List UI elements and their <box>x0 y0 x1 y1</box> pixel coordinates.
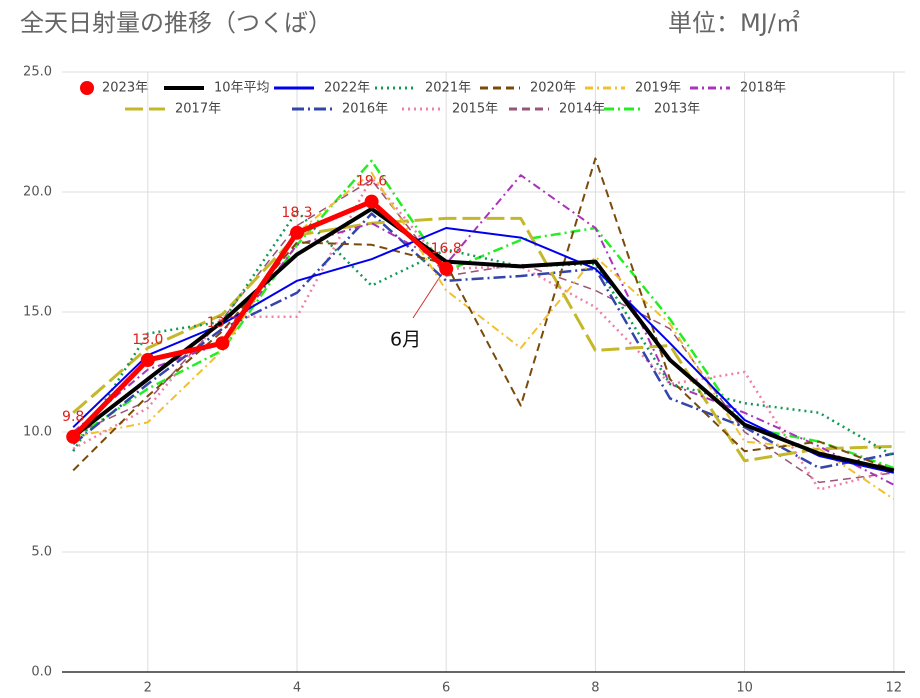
line-series <box>72 174 895 486</box>
data-label: 9.8 <box>62 409 84 425</box>
line-series <box>71 199 448 439</box>
line-series <box>72 212 895 470</box>
legend-label: 2014年 <box>559 102 605 117</box>
line-series <box>72 179 894 484</box>
y-tick-label: 0.0 <box>31 665 52 680</box>
y-tick-label: 20.0 <box>23 185 52 200</box>
point <box>289 225 304 240</box>
data-label: 18.3 <box>281 205 312 221</box>
legend-label: 2021年 <box>425 81 471 96</box>
point <box>66 429 81 444</box>
y-tick-label: 15.0 <box>23 305 52 320</box>
x-tick-label: 6 <box>442 681 450 696</box>
point <box>364 194 379 209</box>
point <box>439 261 454 276</box>
data-label: 13.0 <box>132 332 163 348</box>
annotation-pointer <box>412 271 444 319</box>
y-tick-label: 5.0 <box>31 545 52 560</box>
point <box>140 353 155 367</box>
data-label: 16.8 <box>431 241 462 257</box>
legend-label: 2018年 <box>740 81 786 96</box>
legend-label: 2022年 <box>324 81 370 96</box>
data-label: 19.6 <box>356 174 387 190</box>
annotation: 6月 <box>390 329 421 351</box>
y-tick-label: 10.0 <box>23 425 52 440</box>
legend-label: 2015年 <box>452 102 498 117</box>
line-series <box>73 171 895 501</box>
legend-marker <box>80 81 94 95</box>
legend-label: 2013年 <box>654 102 700 117</box>
legend-label: 2020年 <box>530 81 576 96</box>
legend-label: 2019年 <box>635 81 681 96</box>
x-tick-label: 12 <box>886 681 903 696</box>
legend-label: 2023年 <box>102 81 148 96</box>
x-tick-label: 2 <box>144 681 152 696</box>
line-series <box>72 216 894 463</box>
line-series <box>72 159 895 470</box>
chart-title: 全天日射量の推移（つくば） <box>20 9 332 37</box>
line-series <box>71 206 895 473</box>
x-tick-label: 10 <box>736 681 753 696</box>
unit-label: 単位：MJ/㎡ <box>668 9 800 37</box>
x-tick-label: 4 <box>293 681 301 696</box>
data-label: 13.7 <box>207 315 238 331</box>
y-tick-label: 25.0 <box>23 65 52 80</box>
legend-label: 2016年 <box>342 102 388 117</box>
line-series <box>72 176 895 491</box>
line-series <box>72 209 895 458</box>
legend-label: 10年平均 <box>214 81 270 96</box>
x-tick-label: 8 <box>591 681 599 696</box>
legend-label: 2017年 <box>175 102 221 117</box>
point <box>215 336 230 351</box>
line-series <box>72 157 895 472</box>
